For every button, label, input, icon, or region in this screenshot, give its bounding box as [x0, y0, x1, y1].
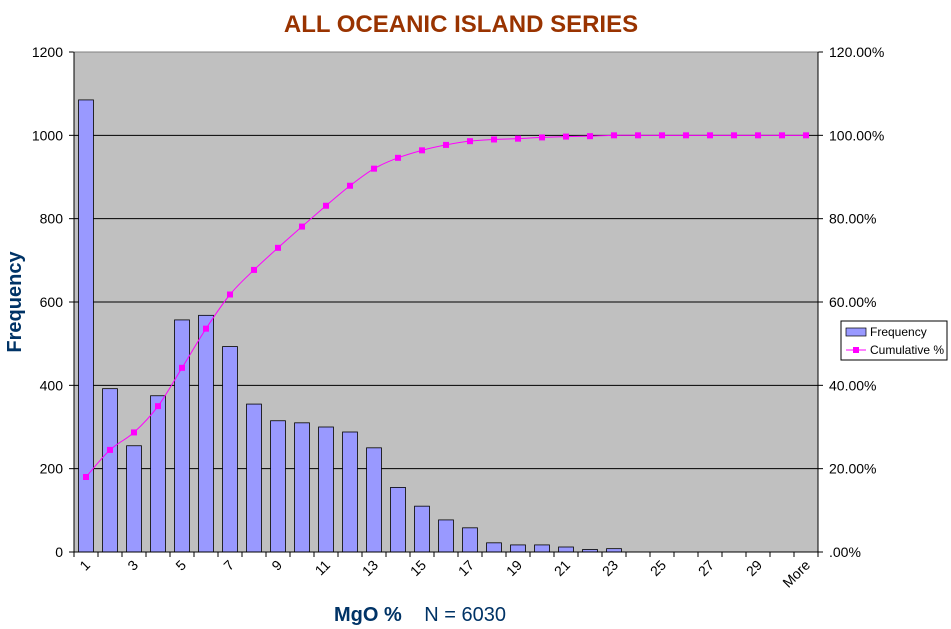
x-tick-label: 29	[743, 557, 765, 579]
frequency-bar	[222, 346, 238, 553]
x-tick-label: 25	[647, 557, 669, 579]
cumulative-marker	[107, 446, 113, 453]
plot-area: 0 .00% 200 20.00% 400 40.00% 600 60.00% 800 80.00…	[32, 44, 884, 591]
y2-tick-label: 20.00%	[829, 461, 876, 477]
x-tick-label: 5	[172, 557, 189, 574]
cumulative-marker	[155, 403, 161, 410]
y-tick-label: 1000	[32, 127, 63, 143]
frequency-bar	[438, 519, 454, 553]
frequency-bar	[126, 445, 142, 553]
legend-frequency-label: Frequency	[870, 325, 927, 339]
frequency-bar	[558, 546, 574, 553]
frequency-bar	[246, 403, 262, 553]
cumulative-marker	[707, 132, 713, 139]
cumulative-marker	[803, 132, 809, 139]
x-tick-label: 7	[220, 557, 237, 574]
legend-cumulative-label: Cumulative %	[870, 343, 944, 357]
y-tick-label: 400	[40, 377, 64, 393]
cumulative-marker	[203, 325, 209, 332]
frequency-bar	[390, 487, 406, 553]
cumulative-marker	[467, 138, 473, 145]
legend-frequency-swatch	[845, 327, 867, 337]
cumulative-marker	[347, 182, 353, 189]
y-tick-label: 1200	[32, 44, 63, 60]
cumulative-marker	[83, 474, 89, 480]
y-tick-label: 800	[40, 211, 64, 227]
chart-title: ALL OCEANIC ISLAND SERIES	[284, 11, 638, 38]
y-tick-label: 600	[40, 294, 64, 310]
frequency-bar	[102, 388, 118, 553]
cumulative-marker	[275, 244, 281, 251]
x-tick-label: 11	[312, 557, 334, 579]
cumulative-marker	[299, 223, 305, 230]
x-tick-label: 17	[455, 557, 477, 579]
cumulative-marker	[731, 132, 737, 139]
cumulative-marker	[443, 141, 449, 148]
y-tick-label: 200	[40, 461, 64, 477]
legend-cumulative-marker	[853, 347, 859, 353]
y-tick-label: 0	[55, 544, 63, 560]
frequency-bar	[198, 314, 214, 553]
frequency-bar	[150, 395, 166, 553]
cumulative-marker	[419, 147, 425, 154]
cumulative-marker	[179, 364, 185, 371]
frequency-bar	[318, 426, 334, 553]
y2-tick-label: 120.00%	[829, 44, 884, 60]
x-axis-title: MgO %	[334, 604, 402, 626]
y2-tick-label: 80.00%	[829, 211, 876, 227]
cumulative-marker	[563, 133, 569, 140]
frequency-bar	[174, 319, 190, 553]
x-tick-label: 23	[599, 557, 621, 579]
x-tick-label: 3	[124, 557, 141, 574]
y2-tick-label: 100.00%	[829, 127, 884, 143]
cumulative-marker	[491, 136, 497, 143]
sample-count-note: N = 6030	[424, 604, 506, 626]
cumulative-marker	[683, 132, 689, 139]
frequency-bar	[486, 542, 502, 553]
x-tick-label: 9	[268, 557, 285, 574]
cumulative-marker	[587, 133, 593, 140]
x-tick-label: 15	[407, 557, 429, 579]
cumulative-marker	[371, 165, 377, 172]
frequency-bar	[510, 544, 526, 553]
frequency-bar	[366, 447, 382, 553]
y2-tick-label: 40.00%	[829, 377, 876, 393]
frequency-bar	[78, 99, 94, 553]
x-tick-label: 19	[503, 557, 525, 579]
x-tick-label: More	[779, 557, 813, 591]
cumulative-marker	[611, 132, 617, 139]
cumulative-marker	[779, 132, 785, 139]
cumulative-marker	[635, 132, 641, 139]
cumulative-marker	[323, 202, 329, 209]
x-tick-label: 13	[359, 557, 381, 579]
frequency-bar	[414, 505, 430, 553]
x-tick-label: 21	[551, 557, 573, 579]
y-axis-title: Frequency	[4, 251, 26, 353]
cumulative-marker	[515, 135, 521, 142]
y2-tick-label: .00%	[829, 544, 861, 560]
x-axis-title-group: MgO % N = 6030	[334, 604, 506, 626]
legend-box	[840, 320, 948, 361]
frequency-bar	[534, 544, 550, 553]
y2-tick-label: 60.00%	[829, 294, 876, 310]
x-tick-label: 27	[695, 557, 717, 579]
cumulative-marker	[251, 266, 257, 273]
legend: Frequency Cumulative %	[840, 320, 948, 361]
cumulative-marker	[539, 134, 545, 141]
cumulative-marker	[755, 132, 761, 139]
frequency-bar	[270, 420, 286, 553]
x-tick-label: 1	[76, 557, 93, 574]
cumulative-marker	[131, 429, 137, 436]
cumulative-marker	[227, 291, 233, 298]
cumulative-marker	[659, 132, 665, 139]
frequency-bar	[462, 527, 478, 553]
cumulative-marker	[395, 154, 401, 161]
frequency-bar	[294, 422, 310, 553]
frequency-bar	[342, 431, 358, 553]
